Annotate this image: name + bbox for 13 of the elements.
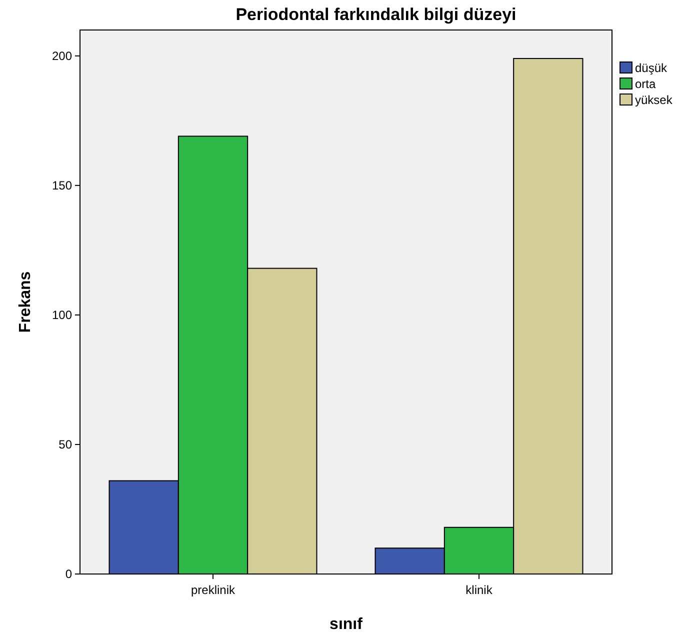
y-tick-label: 50: [58, 438, 72, 452]
y-axis-title: Frekans: [17, 271, 34, 333]
y-tick-label: 200: [52, 49, 72, 64]
y-tick-label: 150: [52, 178, 72, 193]
x-tick-label: klinik: [466, 583, 494, 597]
y-tick-label: 0: [65, 567, 72, 582]
legend-label: orta: [635, 77, 656, 92]
legend-label: yüksek: [635, 93, 674, 108]
y-tick-label: 100: [52, 308, 72, 322]
x-tick-label: preklinik: [190, 583, 236, 597]
chart-title: Periodontal farkındalık bilgi düzeyi: [236, 5, 516, 24]
legend-label: düşük: [635, 61, 668, 76]
x-axis-title: sınıf: [330, 616, 364, 633]
